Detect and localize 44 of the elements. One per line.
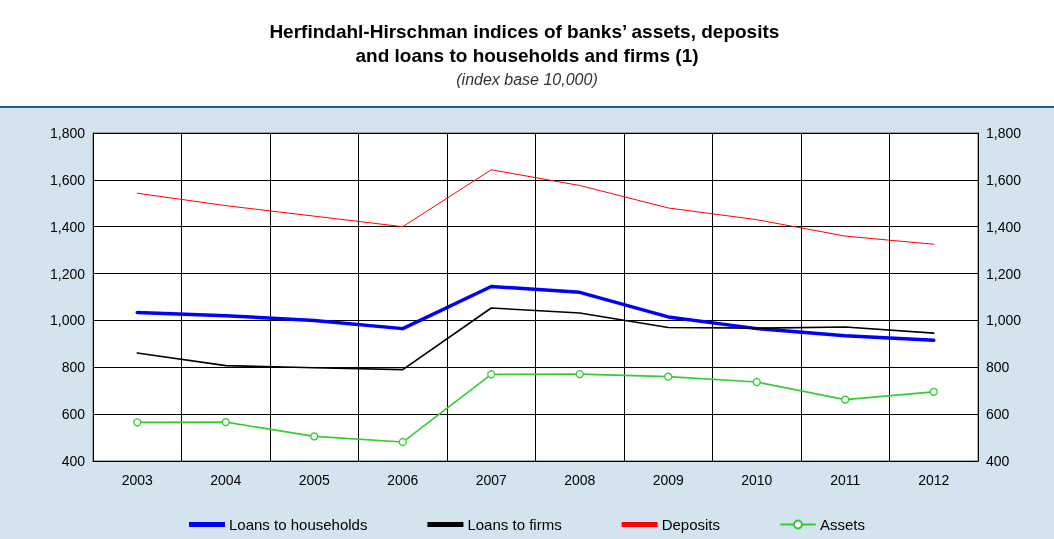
- point: [575, 369, 584, 379]
- line-series: [136, 169, 935, 245]
- y2-tick-label: 1,000: [986, 312, 1022, 329]
- point: [133, 418, 142, 427]
- y2-tick-label: 1,600: [986, 171, 1022, 188]
- legend-label: Deposits: [661, 516, 720, 533]
- point: [221, 417, 230, 427]
- chart-title: Herfindahl-Hirschman indices of banks’ assets, deposits and loans to households and firms (1): [269, 20, 785, 66]
- y-tick-label: 600: [61, 406, 86, 423]
- point: [841, 395, 850, 404]
- x-tick-label: 2010: [741, 472, 773, 488]
- y-tick-label: 1,400: [49, 218, 86, 235]
- point: [664, 372, 673, 381]
- x-tick-label: 2006: [387, 472, 419, 488]
- y-tick-label: 1,000: [49, 312, 86, 329]
- point: [398, 437, 407, 447]
- x-tick-label: 2004: [210, 472, 242, 488]
- y2-tick-label: 600: [986, 406, 1010, 423]
- point: [929, 387, 938, 397]
- y2-tick-label: 1,400: [986, 218, 1022, 235]
- y-tick-label: 400: [61, 453, 86, 469]
- y-tick-label: 1,600: [49, 171, 86, 188]
- y2-tick-label: 1,200: [986, 265, 1022, 282]
- x-tick-label: 2003: [121, 472, 154, 488]
- y-tick-label: 1,800: [49, 125, 86, 141]
- y2-tick-label: 400: [986, 453, 1010, 469]
- line-series: [135, 284, 936, 343]
- x-tick-label: 2007: [475, 472, 508, 488]
- point: [310, 432, 319, 441]
- y2-tick-label: 800: [986, 359, 1010, 376]
- y-tick-label: 1,200: [49, 265, 86, 282]
- y2-tick-label: 1,800: [986, 125, 1022, 141]
- x-tick-label: 2011: [830, 472, 861, 488]
- x-tick-label: 2008: [564, 472, 596, 488]
- x-tick-label: 2009: [652, 472, 685, 488]
- x-tick-label: 2012: [918, 472, 950, 488]
- legend-label: Loans to firms: [467, 516, 562, 533]
- chart-subtitle: (index base 10,000): [456, 70, 598, 88]
- x-tick-label: 2005: [298, 472, 331, 488]
- y-tick-label: 800: [61, 359, 86, 376]
- point: [752, 377, 761, 387]
- point: [487, 370, 496, 379]
- legend-label: Loans to households: [228, 516, 368, 533]
- legend-label: Assets: [820, 516, 866, 533]
